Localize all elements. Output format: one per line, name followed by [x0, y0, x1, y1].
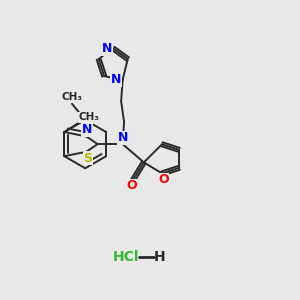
- Text: N: N: [111, 74, 121, 86]
- Text: O: O: [158, 173, 169, 186]
- Text: CH₃: CH₃: [61, 92, 82, 102]
- Text: N: N: [117, 131, 128, 144]
- Text: H: H: [154, 250, 165, 265]
- Text: S: S: [83, 152, 92, 165]
- Text: HCl: HCl: [113, 250, 140, 265]
- Text: N: N: [82, 124, 92, 136]
- Text: O: O: [127, 179, 137, 192]
- Text: CH₃: CH₃: [78, 112, 99, 122]
- Text: N: N: [101, 42, 112, 55]
